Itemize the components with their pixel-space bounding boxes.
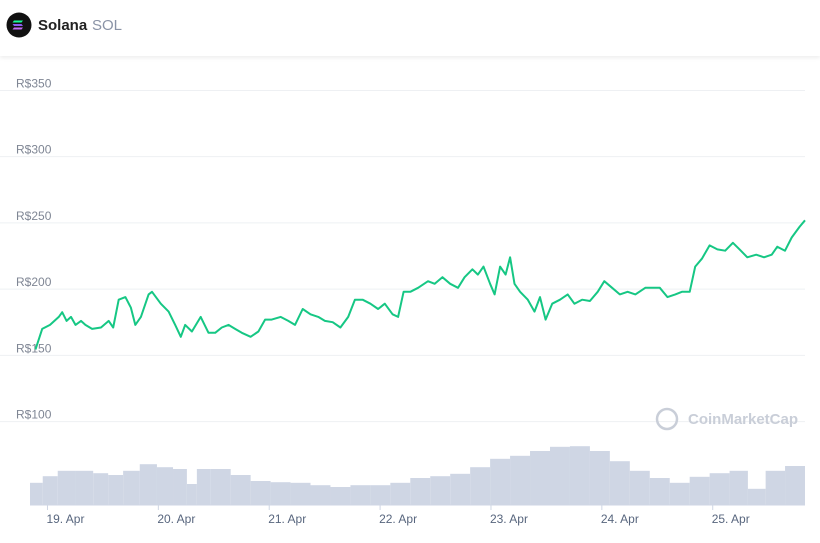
volume-bar [709,473,730,505]
volume-bar [42,476,58,505]
x-tick-label: 20. Apr [157,512,195,526]
volume-bar [156,467,174,505]
volume-bar [589,451,610,505]
price-line [34,219,806,350]
header: Solana SOL [0,0,820,56]
volume-bar [370,485,391,505]
x-tick-label: 22. Apr [379,512,417,526]
x-tick-label: 19. Apr [46,512,84,526]
volume-bar [30,482,43,505]
y-tick-label: R$250 [16,209,52,223]
coin-name: Solana [38,17,88,34]
volume-bar [765,470,786,505]
y-tick-label: R$350 [16,76,52,90]
y-tick-label: R$150 [16,341,52,355]
volume-bar [747,488,766,505]
volume-bar [510,455,531,505]
volume-bar [490,458,511,505]
volume-bar [729,470,748,505]
volume-bar [689,476,710,505]
volume-bar [57,470,76,505]
volume-bar [210,469,231,505]
y-tick-label: R$300 [16,143,52,157]
volume-bar [290,482,311,505]
volume-bar [530,451,550,505]
watermark: CoinMarketCap [688,411,798,428]
volume-bar [173,469,187,505]
chart: R$100 R$150 R$200 R$250 R$300 R$350 CoinMarket… [0,76,806,526]
volume-bar [569,446,590,505]
volume-bar [186,484,197,505]
volume-bar [450,473,471,505]
volume-bar [430,476,451,505]
volume-bar [196,469,211,505]
volume-bar [250,481,271,505]
coin-symbol: SOL [92,17,123,34]
volume-bar [230,475,251,505]
x-tick-label: 24. Apr [601,512,639,526]
volume-bar [350,485,371,505]
volume-bar [123,470,140,505]
volume-bar [669,482,690,505]
volume-bar [270,482,291,505]
volume-bar [649,478,670,505]
x-tick-label: 25. Apr [712,512,750,526]
x-tick-label: 23. Apr [490,512,528,526]
y-tick-label: R$100 [16,408,52,422]
volume-bar [310,485,331,505]
volume-bar [108,475,124,505]
volume-bar [410,478,431,505]
volume-bar [470,467,491,505]
watermark-logo [655,407,679,431]
y-tick-label: R$200 [16,275,52,289]
coin-logo [6,12,32,38]
volume-bar [609,461,630,505]
volume-bar [330,487,351,505]
volume-bar [549,446,570,505]
volume-bar [93,473,109,505]
volume-bar [75,470,94,505]
volume-bar [390,482,411,505]
x-tick-label: 21. Apr [268,512,306,526]
volume-bar [785,466,805,505]
volume-bar [139,464,157,505]
volume-bar [629,470,650,505]
